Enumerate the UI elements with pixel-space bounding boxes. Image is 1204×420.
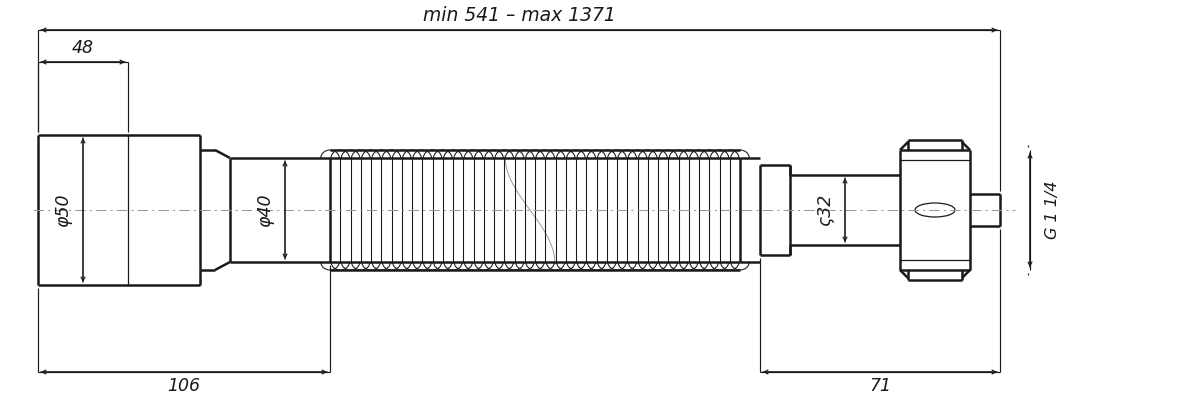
Text: G 1 1/4: G 1 1/4 bbox=[1045, 181, 1060, 239]
Text: ς32: ς32 bbox=[816, 194, 834, 226]
Text: φ50: φ50 bbox=[54, 193, 72, 227]
Text: 106: 106 bbox=[167, 377, 201, 395]
Text: min 541 – max 1371: min 541 – max 1371 bbox=[423, 6, 615, 25]
Text: 71: 71 bbox=[869, 377, 891, 395]
Text: 48: 48 bbox=[72, 39, 94, 57]
Text: φ40: φ40 bbox=[256, 193, 275, 227]
